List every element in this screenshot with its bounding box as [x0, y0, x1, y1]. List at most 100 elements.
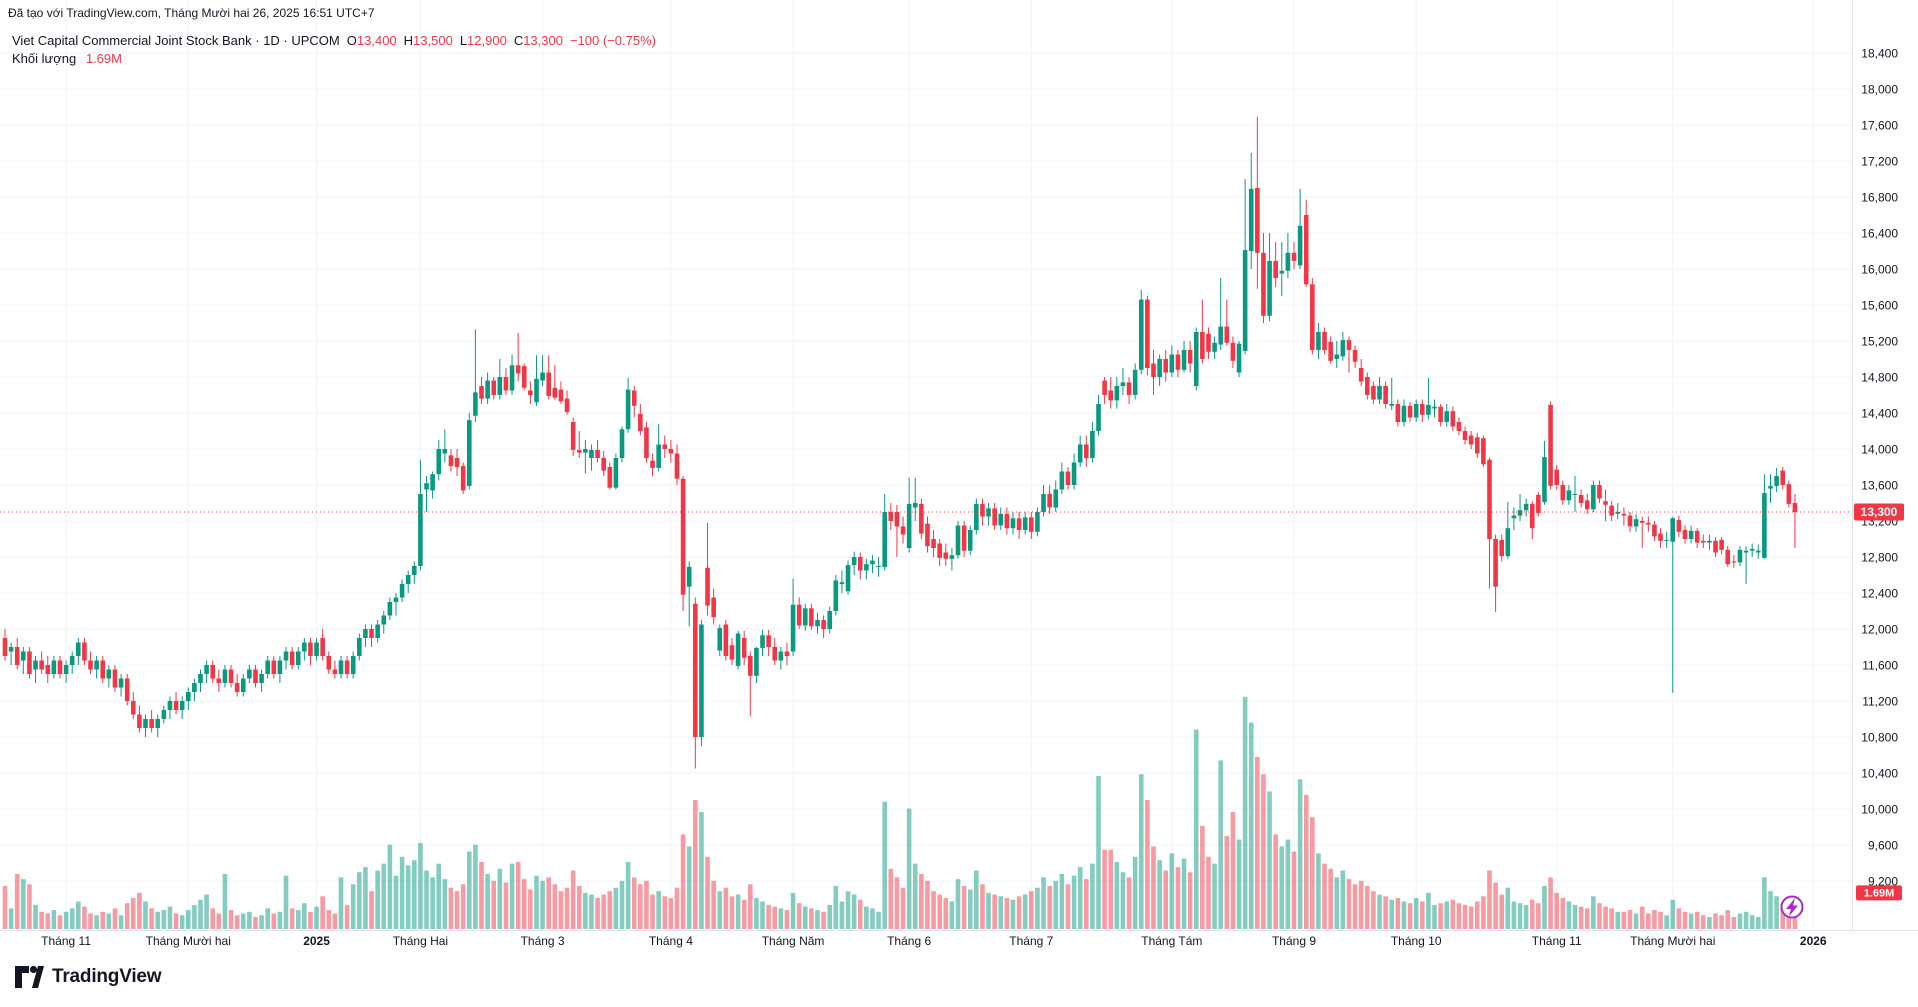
volume-bar	[228, 910, 234, 929]
candle-body	[1181, 350, 1187, 370]
time-axis-label[interactable]: Tháng 9	[1272, 934, 1316, 948]
price-axis-label[interactable]: 14,400	[1861, 407, 1898, 421]
price-axis-label[interactable]: 11,200	[1862, 695, 1898, 709]
volume-bar	[1169, 853, 1175, 929]
volume-bar	[1383, 896, 1388, 929]
volume-bar	[576, 886, 582, 929]
price-axis-label[interactable]: 10,800	[1861, 731, 1898, 745]
candle-body	[393, 597, 399, 602]
volume-bar	[546, 877, 552, 929]
price-axis-label[interactable]: 15,600	[1861, 299, 1898, 313]
time-axis-label[interactable]: Tháng 3	[521, 934, 565, 948]
price-axis-label[interactable]: 9,600	[1868, 839, 1898, 853]
candle-body	[106, 669, 112, 679]
volume-legend[interactable]: Khối lượng 1.69M	[12, 51, 122, 66]
candle-body	[1694, 530, 1700, 543]
volume-bar	[955, 879, 961, 929]
candle-body	[955, 525, 961, 556]
price-axis-label[interactable]: 16,000	[1861, 263, 1898, 277]
volume-bar	[540, 880, 545, 929]
last-price-badge[interactable]	[1854, 503, 1904, 521]
price-axis-label[interactable]: 16,400	[1861, 227, 1898, 241]
time-axis-label[interactable]: 2026	[1800, 934, 1827, 948]
volume-bar	[1755, 916, 1761, 929]
volume-bar	[919, 873, 924, 929]
price-axis-label[interactable]: 13,600	[1861, 479, 1898, 493]
candle-body	[705, 567, 710, 606]
volume-bar	[1511, 901, 1517, 929]
volume-bar	[1438, 903, 1443, 929]
price-axis-label[interactable]: 12,000	[1861, 623, 1898, 637]
price-axis-label[interactable]: 12,800	[1861, 551, 1898, 565]
symbol-legend[interactable]: Viet Capital Commercial Joint Stock Bank…	[12, 33, 656, 48]
volume-bar	[1762, 877, 1767, 929]
volume-bar	[754, 898, 759, 929]
price-axis-label[interactable]: 17,200	[1861, 155, 1898, 169]
price-axis-label[interactable]: 15,200	[1861, 335, 1898, 349]
last-price-badge-text: 13,300	[1861, 505, 1898, 519]
time-axis-label[interactable]: 2025	[303, 934, 330, 948]
time-axis-label[interactable]: Tháng 10	[1391, 934, 1442, 948]
tradingview-logo[interactable]: TradingView	[14, 965, 162, 989]
candle-body	[265, 660, 270, 674]
price-axis-label[interactable]: 17,600	[1861, 119, 1898, 133]
volume-bar	[1157, 860, 1162, 929]
volume-bar	[1713, 913, 1718, 929]
candle-body	[1187, 350, 1193, 364]
price-axis-label[interactable]: 10,000	[1861, 803, 1898, 817]
candle-body	[1438, 406, 1443, 422]
volume-bar	[1273, 834, 1278, 929]
volume-bar	[1322, 863, 1327, 929]
candle-body	[644, 427, 649, 458]
volume-bar	[998, 896, 1004, 929]
time-axis-label[interactable]: Tháng Hai	[393, 934, 448, 948]
candle-body	[1126, 382, 1132, 395]
candle-body	[1432, 406, 1437, 409]
volume-bar	[1126, 877, 1132, 929]
volume-bar	[1132, 856, 1138, 929]
candle-body	[576, 449, 582, 453]
time-axis-label[interactable]: Tháng Mười hai	[146, 934, 231, 948]
price-axis-label[interactable]: 18,400	[1861, 47, 1898, 61]
price-axis-label[interactable]: 9,200	[1868, 875, 1898, 889]
time-axis-label[interactable]: Tháng 4	[649, 934, 693, 948]
price-axis-label[interactable]: 14,800	[1861, 371, 1898, 385]
price-axis-label[interactable]: 10,400	[1861, 767, 1898, 781]
candle-body	[253, 669, 258, 683]
price-axis-label[interactable]: 12,400	[1861, 587, 1898, 601]
volume-bar	[192, 904, 197, 929]
time-axis-label[interactable]: Tháng 11	[1532, 934, 1582, 948]
candle-body	[650, 460, 655, 468]
candle-body	[1346, 340, 1352, 350]
time-axis-label[interactable]: Tháng Mười hai	[1630, 934, 1715, 948]
price-axis-label[interactable]: 14,000	[1861, 443, 1898, 457]
candle-body	[192, 683, 197, 692]
time-axis-label[interactable]: Tháng Năm	[762, 934, 825, 948]
price-axis-label[interactable]: 18,000	[1861, 83, 1898, 97]
candle-body	[8, 647, 14, 652]
candle-body	[1523, 503, 1529, 511]
volume-bar	[51, 910, 57, 929]
time-axis-label[interactable]: Tháng Tám	[1141, 934, 1202, 948]
candle-body	[1536, 494, 1541, 513]
volume-bar	[607, 891, 613, 929]
volume-bar	[705, 856, 710, 929]
time-axis-label[interactable]: Tháng 6	[887, 934, 931, 948]
candle-body	[1132, 369, 1138, 395]
volume-bar	[1077, 867, 1083, 929]
candle-body	[1389, 404, 1395, 406]
candle-body	[1584, 500, 1590, 510]
price-axis-label[interactable]: 11,600	[1862, 659, 1898, 673]
volume-badge[interactable]	[1856, 885, 1902, 901]
candle-body	[1120, 382, 1126, 386]
time-axis-label[interactable]: Tháng 7	[1009, 934, 1053, 948]
candle-body	[1022, 517, 1028, 530]
time-axis-label[interactable]: Tháng 11	[41, 934, 91, 948]
price-axis-label[interactable]: 16,800	[1861, 191, 1898, 205]
candle-body	[405, 575, 411, 584]
candle-body	[454, 458, 460, 467]
volume-bar	[118, 915, 124, 929]
lightning-icon	[1786, 898, 1798, 917]
